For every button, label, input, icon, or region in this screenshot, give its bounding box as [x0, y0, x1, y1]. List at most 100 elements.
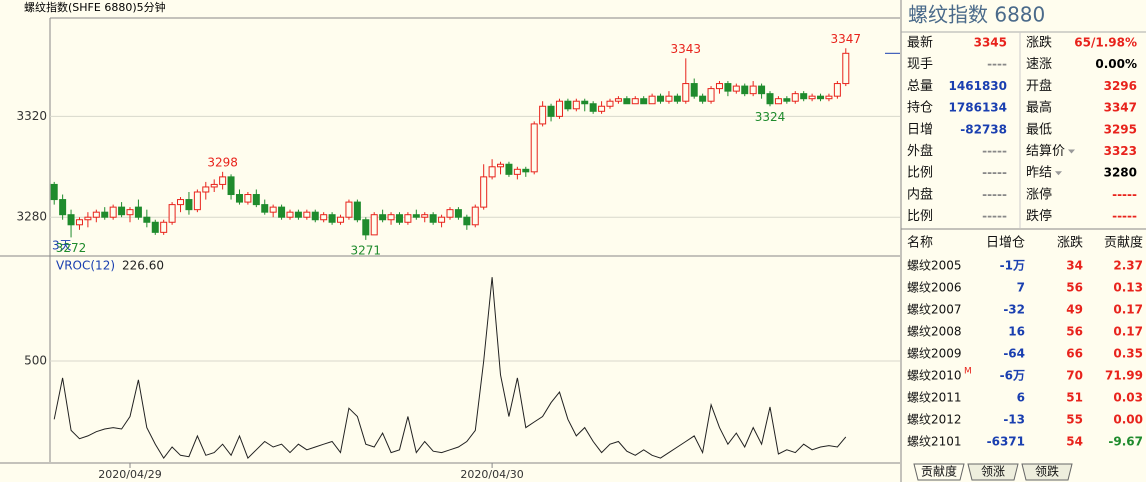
candle-body — [134, 206, 142, 218]
candle-body — [825, 95, 833, 100]
candle-body — [235, 194, 243, 203]
contract-cell: -6371 — [987, 435, 1025, 449]
candle-body — [471, 206, 479, 226]
contract-cell: 7 — [1017, 281, 1025, 295]
dropdown-arrow[interactable] — [1068, 149, 1075, 154]
candle-body — [791, 93, 799, 102]
contract-cell[interactable]: 螺纹2011 — [907, 391, 962, 405]
candle-body — [387, 214, 395, 221]
candle-body — [286, 211, 294, 218]
candle-body — [126, 209, 134, 216]
panel-title: 螺纹指数 6880 — [908, 3, 1045, 27]
candle-body — [101, 211, 109, 218]
candle-body — [564, 100, 572, 110]
tab[interactable] — [913, 463, 965, 481]
candle-body — [429, 214, 437, 223]
candle-body — [118, 206, 126, 216]
candle-body — [244, 194, 252, 203]
candle-body — [59, 199, 67, 216]
contract-cell[interactable]: 螺纹2101 — [907, 435, 962, 449]
column-header: 涨跌 — [1057, 235, 1083, 251]
candle-body — [783, 98, 791, 102]
candle-body — [143, 216, 151, 223]
contract-cell: 49 — [1066, 303, 1083, 317]
contract-cell: 51 — [1066, 391, 1083, 405]
candle-body — [623, 98, 631, 105]
candle-body — [177, 199, 185, 206]
column-header: 名称 — [907, 235, 933, 251]
contract-cell: 0.17 — [1113, 303, 1143, 317]
candle-body — [631, 98, 639, 105]
candle-body — [572, 100, 580, 110]
candle-body — [320, 214, 328, 221]
quote-label: 最高 — [1026, 100, 1052, 116]
quote-label: 现手 — [907, 57, 933, 72]
quote-label: 涨跌 — [1026, 35, 1052, 51]
quote-value: 0.00% — [1095, 57, 1137, 71]
quote-value: ----- — [982, 209, 1007, 223]
candle-body — [606, 100, 614, 107]
quote-label: 速涨 — [1026, 57, 1052, 72]
contract-cell: -64 — [1003, 347, 1025, 361]
quote-value: 3295 — [1104, 122, 1137, 136]
quote-value: ----- — [982, 187, 1007, 201]
extreme-label: 3272 — [56, 241, 87, 255]
candle-body — [522, 168, 530, 173]
candle-body — [513, 168, 521, 175]
column-header: 日增仓 — [986, 236, 1025, 251]
contract-cell: -13 — [1003, 413, 1025, 427]
candle-body — [219, 176, 227, 185]
candle-body — [682, 83, 690, 102]
contract-cell: -6万 — [1000, 369, 1025, 383]
contract-cell[interactable]: 螺纹2009 — [907, 347, 962, 361]
quote-value: 3347 — [1104, 101, 1137, 115]
quote-label: 比例 — [907, 209, 933, 224]
candle-body — [690, 83, 698, 97]
vroc-line — [53, 277, 847, 459]
contract-cell[interactable]: 螺纹2012 — [907, 413, 962, 427]
contract-cell[interactable]: 螺纹2008 — [907, 325, 962, 339]
candle-body — [758, 85, 766, 95]
candle-body — [581, 100, 589, 105]
indicator-value: 226.60 — [122, 259, 164, 273]
tab-label[interactable]: 贡献度 — [921, 464, 957, 479]
contract-cell: 56 — [1066, 325, 1083, 339]
quote-label: 日增 — [907, 122, 933, 137]
column-header: 贡献度 — [1104, 235, 1143, 251]
candle-body — [370, 214, 378, 236]
quote-value: ---- — [987, 57, 1007, 71]
badge: M — [964, 367, 972, 377]
quote-value: 3296 — [1104, 79, 1137, 93]
quote-label: 结算价 — [1026, 144, 1065, 159]
candle-body — [505, 163, 513, 175]
candle-body — [774, 98, 782, 105]
quote-label: 比例 — [907, 166, 933, 181]
tab-label[interactable]: 领跌 — [1035, 464, 1059, 479]
contract-cell[interactable]: 螺纹2010 — [907, 369, 962, 383]
contract-cell[interactable]: 螺纹2006 — [907, 281, 962, 295]
contract-cell[interactable]: 螺纹2007 — [907, 303, 962, 317]
tab[interactable] — [1021, 463, 1073, 481]
y-tick-label: 3320 — [16, 109, 47, 123]
contract-cell[interactable]: 螺纹2005 — [907, 259, 962, 273]
contract-cell: 16 — [1008, 325, 1025, 339]
dropdown-arrow[interactable] — [1055, 171, 1062, 176]
quote-value: -82738 — [960, 122, 1007, 136]
tab[interactable] — [967, 463, 1019, 481]
candle-body — [547, 105, 555, 117]
quote-value: ----- — [1112, 187, 1137, 201]
candle-body — [328, 214, 336, 223]
quote-value: 1461830 — [949, 79, 1007, 93]
tab-label[interactable]: 领涨 — [981, 464, 1005, 479]
candle-body — [311, 211, 319, 221]
candle-body — [379, 214, 387, 221]
contract-cell: -32 — [1003, 303, 1025, 317]
contract-cell: 71.99 — [1105, 369, 1143, 383]
candle-body — [648, 95, 656, 105]
candle-body — [715, 83, 723, 90]
quote-value: ----- — [982, 166, 1007, 180]
candle-body — [749, 85, 757, 95]
candle-body — [766, 93, 774, 105]
